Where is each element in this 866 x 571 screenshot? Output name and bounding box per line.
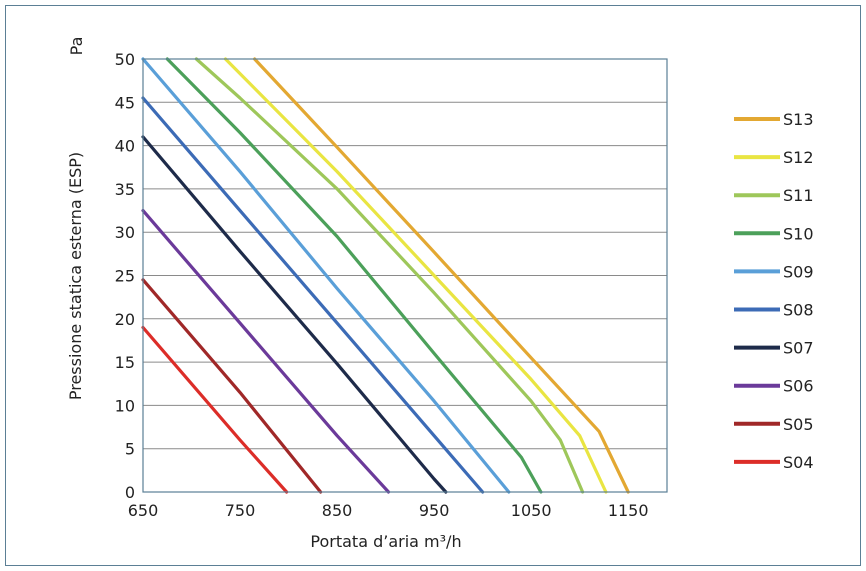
- legend-label-s07: S07: [783, 339, 814, 358]
- series-line-s12: [223, 57, 608, 494]
- y-tick-label: 5: [125, 440, 135, 459]
- y-tick-labels: 0 5 10 15 20 25 30 35 40 45 50: [115, 50, 135, 502]
- y-tick-label: 30: [115, 223, 135, 242]
- x-tick-label: 750: [225, 501, 256, 520]
- y-tick-label: 25: [115, 267, 135, 286]
- plot-area-border: [142, 58, 668, 493]
- legend-label-s05: S05: [783, 415, 814, 434]
- y-tick-label: 0: [125, 483, 135, 502]
- chart-frame: 0 5 10 15 20 25 30 35 40 45 50 650 750 850 950 1050 115…: [5, 5, 861, 566]
- y-axis-label: Pressione statica esterna (ESP): [66, 152, 85, 400]
- legend-label-s11: S11: [783, 186, 814, 205]
- legend-label-s04: S04: [783, 453, 814, 472]
- y-tick-label: 10: [115, 396, 135, 415]
- legend-label-s10: S10: [783, 224, 814, 243]
- y-tick-label: 35: [115, 180, 135, 199]
- legend-label-s06: S06: [783, 377, 814, 396]
- legend-label-s08: S08: [783, 301, 814, 320]
- x-tick-label: 650: [128, 501, 159, 520]
- y-unit-label: Pa: [67, 37, 86, 56]
- series-line-s05: [141, 278, 323, 494]
- legend-label-s12: S12: [783, 148, 814, 167]
- y-tick-label: 15: [115, 353, 135, 372]
- chart: 0 5 10 15 20 25 30 35 40 45 50 650 750 850 950 1050 115…: [66, 37, 814, 551]
- legend: S13 S12 S11 S10 S09 S08 S07 S06 S05 S04: [734, 110, 814, 472]
- x-tick-label: 1050: [511, 501, 552, 520]
- legend-label-s13: S13: [783, 110, 814, 129]
- y-tick-label: 45: [115, 93, 135, 112]
- y-tick-label: 50: [115, 50, 135, 69]
- series-line-s13: [253, 57, 630, 494]
- series-line-s11: [194, 57, 585, 494]
- y-tick-label: 20: [115, 310, 135, 329]
- series-line-s06: [141, 209, 391, 494]
- series-line-s09: [141, 57, 511, 494]
- series-line-s07: [141, 135, 448, 494]
- x-axis-label: Portata d’aria m³/h: [310, 532, 461, 551]
- x-tick-labels: 650 750 850 950 1050 1150: [128, 501, 649, 520]
- x-tick-label: 850: [322, 501, 353, 520]
- series-lines: [141, 57, 630, 494]
- y-tick-label: 40: [115, 137, 135, 156]
- grid-lines: [143, 58, 667, 450]
- x-tick-label: 950: [419, 501, 450, 520]
- legend-label-s09: S09: [783, 262, 814, 281]
- x-tick-label: 1150: [608, 501, 649, 520]
- series-line-s04: [141, 325, 289, 494]
- series-line-s10: [165, 57, 543, 494]
- series-line-s08: [141, 96, 485, 494]
